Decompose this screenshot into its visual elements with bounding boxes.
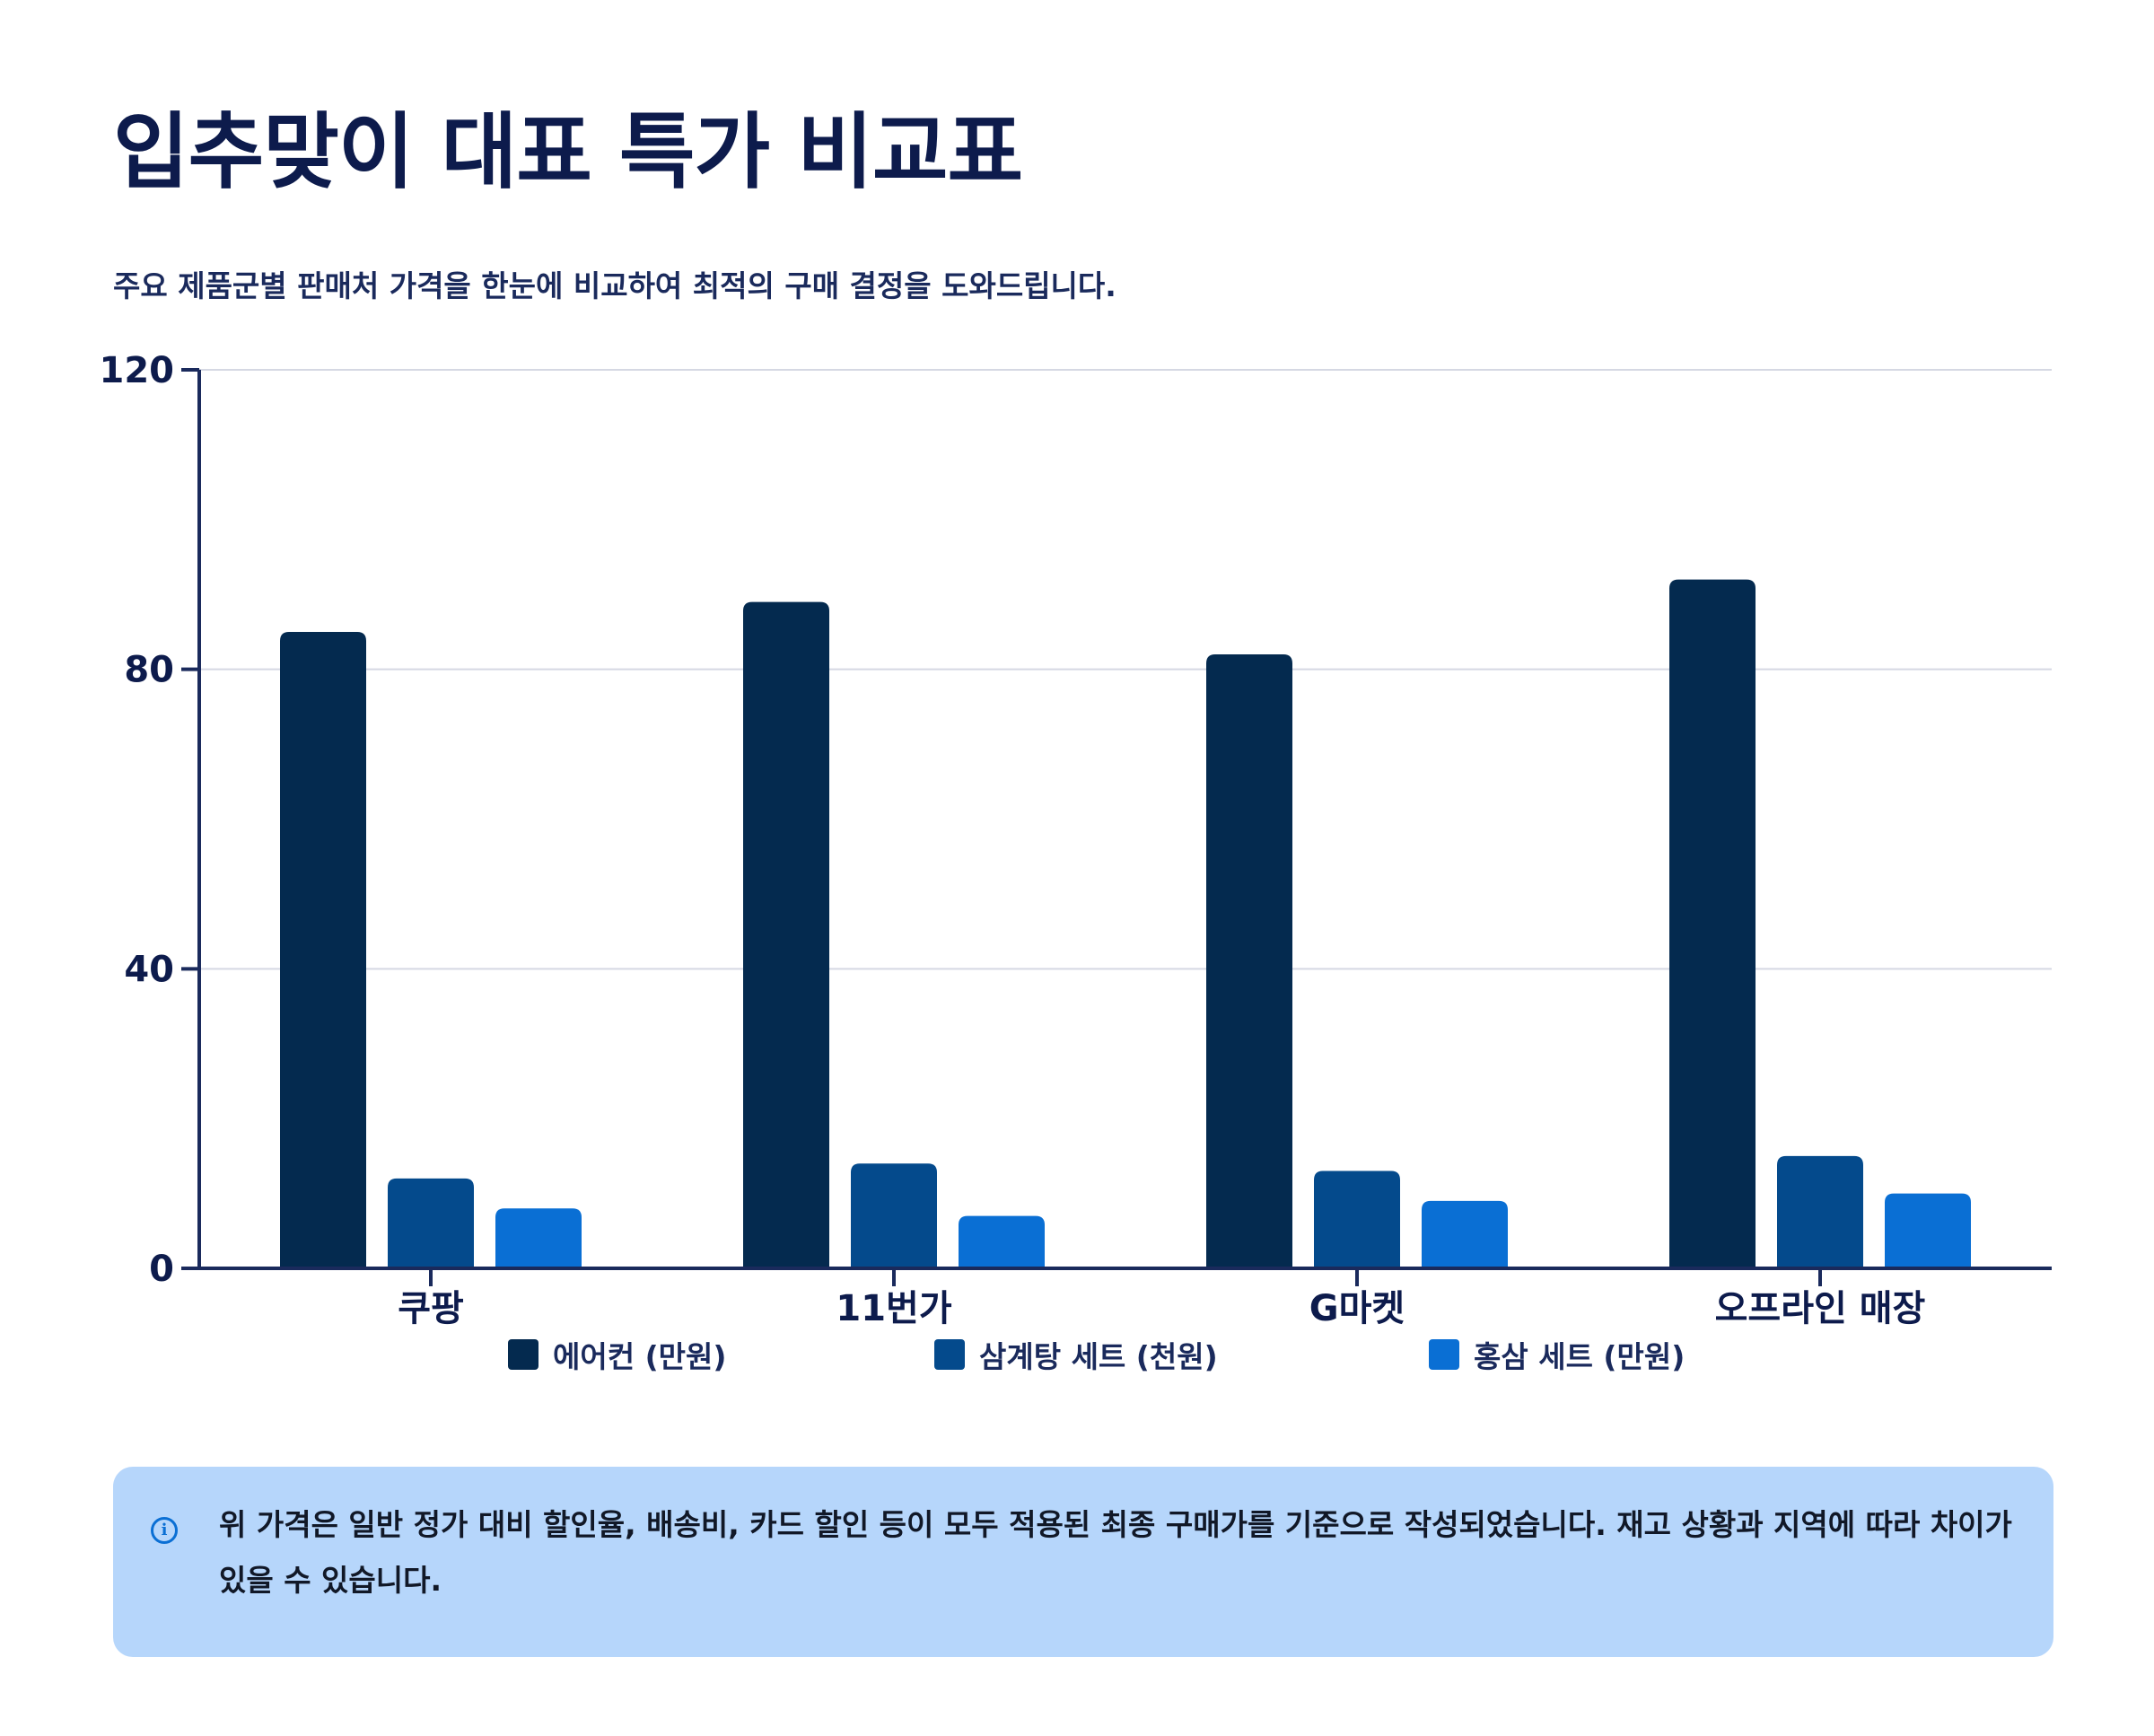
legend-item-samgyetang: 삼계탕 세트 (천원) [934, 1332, 1218, 1377]
x-tick-label: 오프라인 매장 [1715, 1288, 1926, 1328]
legend-swatch-aircon [508, 1339, 538, 1370]
legend-label-aircon: 에어컨 (만원) [553, 1339, 727, 1374]
legend-item-redginseng: 홍삼 세트 (만원) [1429, 1332, 1685, 1377]
bar [851, 1163, 937, 1268]
bar [1206, 653, 1292, 1268]
y-tick-label: 40 [124, 949, 174, 990]
info-icon: i [151, 1517, 178, 1544]
legend-swatch-redginseng [1429, 1339, 1459, 1370]
info-note-text: 위 가격은 일반 정가 대비 할인율, 배송비, 카드 할인 등이 모두 적용된… [219, 1507, 2012, 1598]
x-tick-label: G마켓 [1309, 1288, 1405, 1328]
chart-legend: 에어컨 (만원) 삼계탕 세트 (천원) 홍삼 세트 (만원) [0, 1332, 2154, 1377]
bar [1669, 579, 1756, 1268]
legend-item-aircon: 에어컨 (만원) [508, 1332, 726, 1377]
page-subtitle: 주요 제품군별 판매처 가격을 한눈에 비교하여 최적의 구매 결정을 도와드립… [113, 268, 1116, 303]
bar [388, 1178, 474, 1268]
y-tick-label: 120 [100, 350, 175, 391]
bar [1777, 1155, 1863, 1268]
bar-chart: 0 40 80 120 쿠팡 11번가 G마켓 오프라인 매장 [100, 350, 2052, 1328]
page-title: 입추맞이 대표 특가 비교표 [113, 104, 1023, 200]
x-tick-label: 11번가 [836, 1288, 951, 1328]
legend-swatch-samgyetang [934, 1339, 965, 1370]
bar [1422, 1200, 1508, 1268]
bar [743, 601, 829, 1268]
bar [495, 1208, 582, 1268]
legend-label-redginseng: 홍삼 세트 (만원) [1474, 1339, 1686, 1374]
x-tick-label: 쿠팡 [398, 1288, 464, 1328]
legend-label-samgyetang: 삼계탕 세트 (천원) [979, 1339, 1218, 1374]
bar [1885, 1193, 1971, 1268]
bar [280, 631, 366, 1268]
info-note: i 위 가격은 일반 정가 대비 할인율, 배송비, 카드 할인 등이 모두 적… [113, 1467, 2053, 1657]
bar [959, 1215, 1045, 1268]
bar [1314, 1170, 1400, 1268]
y-tick-label: 80 [124, 650, 174, 691]
y-tick-label: 0 [149, 1249, 174, 1290]
